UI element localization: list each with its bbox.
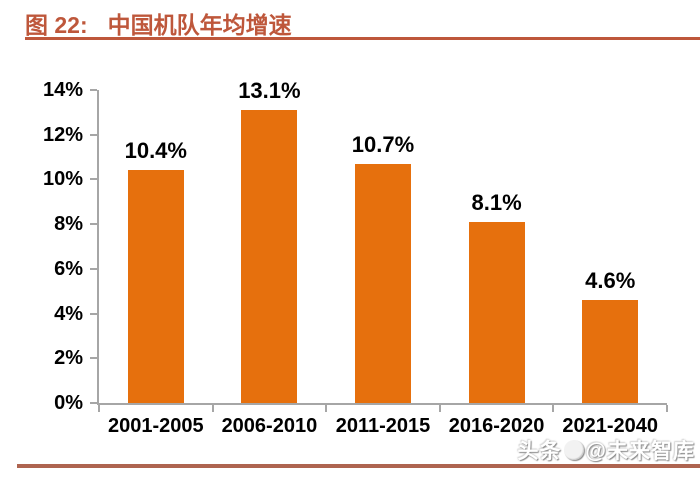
bar <box>241 110 298 403</box>
title-underline <box>25 37 700 40</box>
bar <box>355 163 411 403</box>
watermark: 头条 @未来智库 <box>518 437 695 463</box>
watermark-source-text: 头条 <box>517 440 562 463</box>
y-axis-tick <box>90 89 97 91</box>
plot-area: 0% 2% 4% 6% 8% 10% 12% 14% 10.4% 2001-2005 13.1% 20… <box>43 78 668 437</box>
bar-value-label: 10.4% <box>124 138 187 164</box>
bar <box>468 221 525 403</box>
page-title: 图 22: 中国机队年均增速 <box>25 6 292 40</box>
y-axis-tick-label: 8% <box>54 213 83 236</box>
x-axis-tick <box>98 405 100 412</box>
x-axis-tick <box>552 405 555 412</box>
x-axis-tick <box>666 405 668 412</box>
y-axis-tick-label: 0% <box>54 392 83 414</box>
watermark-avatar-icon <box>563 440 584 460</box>
y-axis-tick <box>90 402 97 404</box>
watermark-handle-text: @未来智库 <box>585 440 695 463</box>
bar-value-label: 4.6% <box>585 268 636 294</box>
y-axis-tick <box>90 133 97 136</box>
x-axis-category-label: 2006-2010 <box>221 415 318 437</box>
x-axis-category-label: 2016-2020 <box>448 415 545 437</box>
bottom-divider <box>17 464 700 468</box>
x-axis-tick <box>211 405 214 412</box>
bar-value-label: 13.1% <box>238 78 301 104</box>
y-axis-tick <box>90 357 97 360</box>
bar-value-label: 8.1% <box>471 189 522 215</box>
bar-value-label: 10.7% <box>351 131 415 157</box>
figure-title-text: 中国机队年均增速 <box>107 12 292 38</box>
y-axis-tick-label: 4% <box>54 302 83 325</box>
y-axis-tick <box>90 178 97 181</box>
y-axis-tick <box>90 223 97 226</box>
bar <box>582 300 639 403</box>
y-axis-tick-label: 10% <box>42 168 83 191</box>
y-axis-tick <box>90 312 97 315</box>
y-axis-tick <box>90 267 97 270</box>
x-axis-category-label: 2021-2040 <box>562 415 659 437</box>
x-axis-category-label: 2001-2005 <box>107 415 204 437</box>
y-axis-tick-label: 14% <box>42 79 83 101</box>
x-axis-category-label: 2011-2015 <box>335 415 431 437</box>
x-axis-tick <box>438 405 441 412</box>
y-axis-tick-label: 6% <box>54 257 83 280</box>
x-axis-tick <box>325 405 328 412</box>
figure-number-label: 图 22: <box>25 12 88 38</box>
y-axis-tick-label: 12% <box>42 123 83 146</box>
bar <box>127 170 184 403</box>
y-axis-tick-label: 2% <box>54 347 83 370</box>
